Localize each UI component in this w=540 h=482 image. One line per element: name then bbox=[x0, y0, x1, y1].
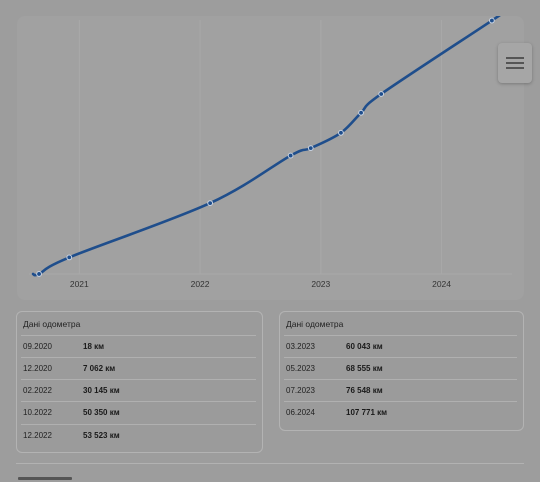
row-value: 68 555 км bbox=[346, 364, 383, 373]
hamburger-icon bbox=[506, 57, 524, 69]
data-point bbox=[358, 109, 364, 116]
row-date: 09.2020 bbox=[23, 342, 52, 351]
table-row: 06.2024 107 771 км bbox=[284, 401, 517, 424]
odometer-table-title: Дані одометра bbox=[286, 319, 344, 329]
row-date: 07.2023 bbox=[286, 386, 315, 395]
table-row: 02.2022 30 145 км bbox=[21, 379, 256, 402]
row-value: 53 523 км bbox=[83, 431, 120, 440]
odometer-table-title: Дані одометра bbox=[23, 319, 81, 329]
row-date: 10.2022 bbox=[23, 408, 52, 417]
x-tick-label: 2024 bbox=[432, 279, 451, 289]
table-row: 03.2023 60 043 км bbox=[284, 335, 517, 358]
mileage-chart-svg: 2021 2022 2023 2024 bbox=[29, 16, 512, 289]
table-row: 09.2020 18 км bbox=[21, 335, 256, 358]
data-point bbox=[207, 200, 214, 207]
row-value: 60 043 км bbox=[346, 342, 383, 351]
row-value: 30 145 км bbox=[83, 386, 120, 395]
row-value: 107 771 км bbox=[346, 408, 388, 417]
row-date: 02.2022 bbox=[23, 386, 52, 395]
odometer-table-left: Дані одометра 09.2020 18 км 12.2020 7 06… bbox=[16, 311, 263, 453]
next-section-heading-cutoff bbox=[18, 472, 78, 482]
row-value: 7 062 км bbox=[83, 364, 116, 373]
x-tick-label: 2023 bbox=[311, 279, 330, 289]
data-point bbox=[287, 152, 294, 159]
row-date: 05.2023 bbox=[286, 364, 315, 373]
row-date: 06.2024 bbox=[286, 408, 315, 417]
table-row: 12.2022 53 523 км bbox=[21, 424, 256, 447]
row-value: 18 км bbox=[83, 342, 105, 351]
row-value: 76 548 км bbox=[346, 386, 383, 395]
x-tick-label: 2022 bbox=[191, 279, 210, 289]
table-row: 12.2020 7 062 км bbox=[21, 357, 256, 380]
data-point bbox=[338, 129, 344, 136]
row-date: 12.2020 bbox=[23, 364, 52, 373]
data-point bbox=[36, 271, 42, 277]
data-point bbox=[307, 145, 314, 152]
row-date: 03.2023 bbox=[286, 342, 315, 351]
data-point bbox=[66, 254, 73, 261]
table-row: 07.2023 76 548 км bbox=[284, 379, 517, 402]
mileage-chart: 2021 2022 2023 2024 bbox=[17, 16, 524, 300]
data-point bbox=[378, 91, 385, 97]
x-tick-label: 2021 bbox=[70, 279, 89, 289]
series-line bbox=[31, 16, 501, 277]
chart-menu-button[interactable] bbox=[498, 43, 532, 83]
row-date: 12.2022 bbox=[23, 431, 52, 440]
data-point bbox=[488, 17, 495, 24]
table-row: 05.2023 68 555 км bbox=[284, 357, 517, 380]
row-value: 50 350 км bbox=[83, 408, 120, 417]
section-divider bbox=[16, 463, 524, 464]
table-row: 10.2022 50 350 км bbox=[21, 401, 256, 424]
odometer-table-right: Дані одометра 03.2023 60 043 км 05.2023 … bbox=[279, 311, 524, 431]
